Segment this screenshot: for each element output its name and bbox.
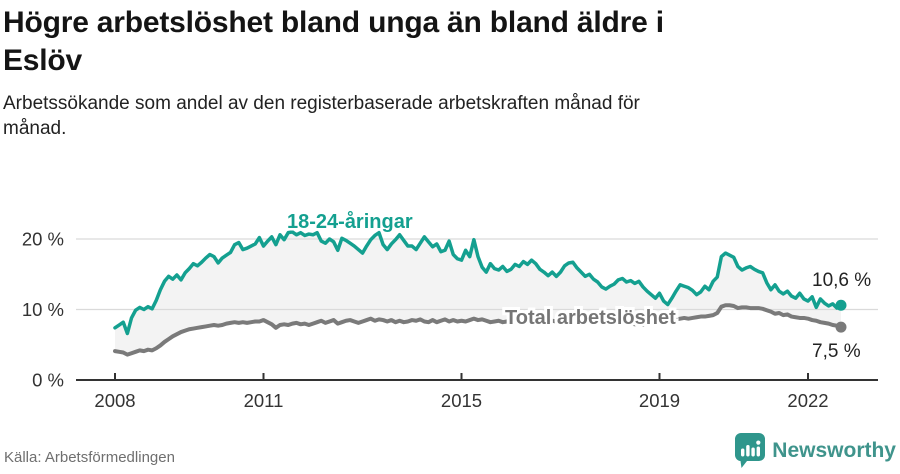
- y-tick-label-10: 10 %: [22, 299, 64, 320]
- end-dot-total: [835, 321, 847, 333]
- newsworthy-logo: Newsworthy: [734, 433, 896, 468]
- newsworthy-logo-icon: [735, 433, 766, 468]
- unemployment-line-chart: 2008 2011 2015 2019 2022 0 % 10 % 20 % 18-24-åri…: [22, 208, 878, 411]
- page-subtitle: Arbetssökande som andel av den registerb…: [3, 92, 640, 140]
- y-tick-label-0: 0 %: [32, 370, 64, 391]
- end-dot-youth: [835, 299, 847, 311]
- source-note: Källa: Arbetsförmedlingen: [4, 449, 175, 466]
- page-title: Högre arbetslöshet bland unga än bland ä…: [3, 6, 664, 77]
- series-label-total: Total arbetslöshet: [505, 307, 676, 329]
- end-value-label-youth: 10,6 %: [812, 270, 871, 291]
- end-value-label-total: 7,5 %: [812, 341, 861, 362]
- x-tick-label-2015: 2015: [441, 390, 482, 411]
- band-between-series: [115, 231, 841, 355]
- x-tick-label-2008: 2008: [94, 390, 135, 411]
- newsworthy-logo-text: Newsworthy: [772, 438, 896, 462]
- x-tick-label-2011: 2011: [244, 390, 284, 411]
- series-line-total: [113, 303, 843, 357]
- x-tick-label-2022: 2022: [787, 390, 828, 411]
- header: Högre arbetslöshet bland unga än bland ä…: [3, 4, 893, 142]
- series-line-youth: [113, 230, 843, 336]
- series-label-youth: 18-24-åringar: [287, 210, 413, 233]
- y-tick-label-20: 20 %: [22, 229, 64, 250]
- x-tick-label-2019: 2019: [639, 390, 680, 411]
